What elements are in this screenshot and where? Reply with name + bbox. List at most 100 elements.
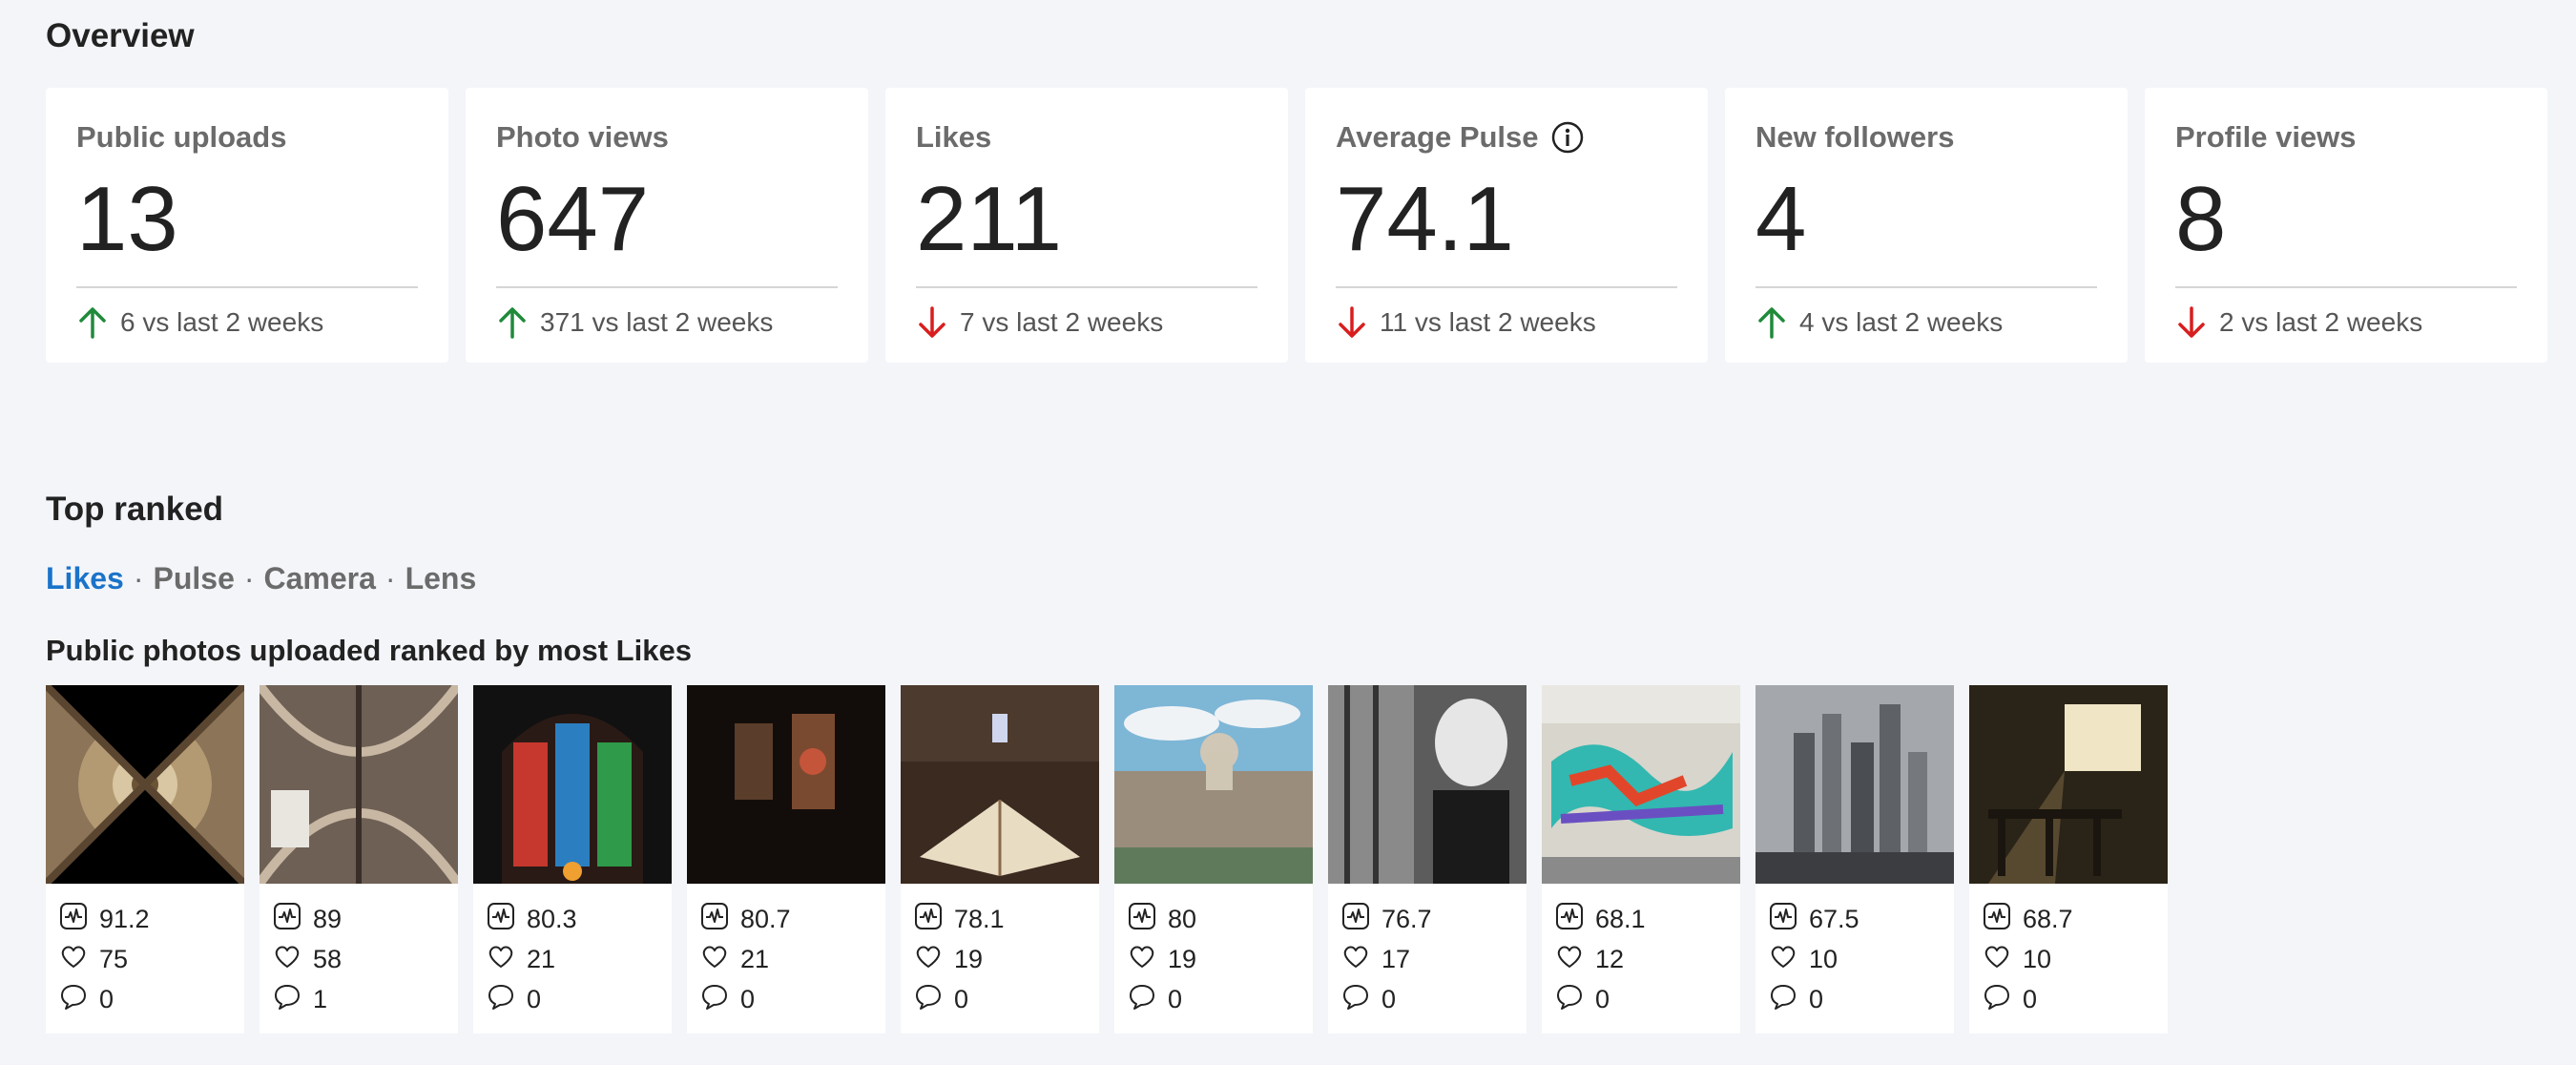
photo-card[interactable]: 76.7 17 0 — [1328, 685, 1527, 1034]
heart-icon — [1983, 942, 2011, 977]
photo-thumbnail[interactable] — [1114, 685, 1313, 884]
photo-thumbnail[interactable] — [687, 685, 885, 884]
photo-card[interactable]: 80.3 21 0 — [473, 685, 672, 1034]
comment-icon — [700, 982, 729, 1017]
heart-icon — [273, 942, 301, 977]
likes-count: 10 — [2023, 945, 2052, 973]
heart-icon — [700, 942, 729, 977]
stat-value: 13 — [76, 168, 178, 270]
divider — [1755, 286, 2097, 288]
pulse-icon — [59, 902, 88, 937]
arrow-down-icon — [1336, 305, 1368, 340]
comments-count: 0 — [1381, 985, 1397, 1013]
stat-card-public-uploads: Public uploads 13 6 vs last 2 weeks — [46, 88, 448, 363]
pulse-icon — [1983, 902, 2011, 937]
pulse-score: 89 — [313, 905, 343, 933]
stat-delta: 4 vs last 2 weeks — [1799, 307, 2004, 337]
divider — [1336, 286, 1677, 288]
stat-card-average-pulse: Average Pulse 74.1 11 vs last 2 weeks — [1305, 88, 1708, 363]
stat-label: Average Pulse — [1336, 120, 1539, 154]
stat-delta: 2 vs last 2 weeks — [2219, 307, 2423, 337]
ranking-tabs: Likes · Pulse · Camera · Lens — [46, 561, 476, 596]
tab-pulse[interactable]: Pulse — [153, 561, 235, 595]
photo-card[interactable]: 68.7 10 0 — [1969, 685, 2168, 1034]
tab-separator: · — [384, 561, 396, 595]
stat-label: Profile views — [2175, 120, 2357, 154]
comments-count: 0 — [954, 985, 969, 1013]
photo-thumbnail[interactable] — [1969, 685, 2168, 884]
heart-icon — [1341, 942, 1370, 977]
likes-count: 19 — [1168, 945, 1197, 973]
pulse-icon — [1555, 902, 1584, 937]
photo-thumbnail[interactable] — [260, 685, 458, 884]
photo-card[interactable]: 89 58 1 — [260, 685, 458, 1034]
photo-card[interactable]: 91.2 75 0 — [46, 685, 244, 1034]
comments-count: 0 — [527, 985, 542, 1013]
photo-grid: 91.2 75 0 89 58 1 80.3 21 0 80.7 21 0 78.1 19 0 80 19 0 76… — [46, 685, 2168, 1034]
stat-label: Public uploads — [76, 120, 287, 154]
pulse-score: 68.7 — [2023, 905, 2073, 933]
comment-icon — [1341, 982, 1370, 1017]
divider — [496, 286, 838, 288]
likes-count: 10 — [1809, 945, 1839, 973]
heart-icon — [1128, 942, 1156, 977]
pulse-score: 78.1 — [954, 905, 1005, 933]
comments-count: 0 — [740, 985, 756, 1013]
heart-icon — [487, 942, 515, 977]
top-ranked-heading: Top ranked — [46, 491, 224, 528]
photo-thumbnail[interactable] — [901, 685, 1099, 884]
comment-icon — [487, 982, 515, 1017]
tab-camera[interactable]: Camera — [263, 561, 376, 595]
divider — [76, 286, 418, 288]
photo-thumbnail[interactable] — [1755, 685, 1954, 884]
photo-thumbnail[interactable] — [473, 685, 672, 884]
pulse-icon — [273, 902, 301, 937]
arrow-up-icon — [1755, 305, 1788, 340]
ranking-subtitle: Public photos uploaded ranked by most Li… — [46, 634, 692, 667]
likes-count: 21 — [740, 945, 770, 973]
pulse-score: 80.7 — [740, 905, 791, 933]
info-icon[interactable] — [1550, 120, 1585, 155]
heart-icon — [59, 942, 88, 977]
stat-label: Photo views — [496, 120, 669, 154]
stat-value: 211 — [916, 168, 1063, 270]
photo-thumbnail[interactable] — [1542, 685, 1740, 884]
pulse-score: 91.2 — [99, 905, 150, 933]
arrow-up-icon — [76, 305, 109, 340]
photo-thumbnail[interactable] — [1328, 685, 1527, 884]
photo-card[interactable]: 80 19 0 — [1114, 685, 1313, 1034]
stat-delta: 7 vs last 2 weeks — [960, 307, 1164, 337]
photo-card[interactable]: 68.1 12 0 — [1542, 685, 1740, 1034]
tab-lens[interactable]: Lens — [405, 561, 477, 595]
stat-value: 4 — [1755, 168, 1807, 270]
photo-thumbnail[interactable] — [46, 685, 244, 884]
comments-count: 0 — [99, 985, 114, 1013]
pulse-score: 67.5 — [1809, 905, 1859, 933]
pulse-icon — [1341, 902, 1370, 937]
arrow-down-icon — [916, 305, 948, 340]
stat-label: Likes — [916, 120, 992, 154]
comments-count: 0 — [1168, 985, 1183, 1013]
comment-icon — [273, 982, 301, 1017]
tab-likes[interactable]: Likes — [46, 561, 124, 595]
pulse-score: 68.1 — [1595, 905, 1646, 933]
photo-card[interactable]: 80.7 21 0 — [687, 685, 885, 1034]
stat-value: 8 — [2175, 168, 2227, 270]
pulse-icon — [1128, 902, 1156, 937]
likes-count: 58 — [313, 945, 343, 973]
photo-card[interactable]: 67.5 10 0 — [1755, 685, 1954, 1034]
pulse-score: 76.7 — [1381, 905, 1432, 933]
pulse-score: 80.3 — [527, 905, 577, 933]
pulse-icon — [700, 902, 729, 937]
arrow-up-icon — [496, 305, 529, 340]
arrow-down-icon — [2175, 305, 2208, 340]
likes-count: 75 — [99, 945, 129, 973]
stat-card-profile-views: Profile views 8 2 vs last 2 weeks — [2145, 88, 2547, 363]
comments-count: 0 — [1809, 985, 1824, 1013]
photo-card[interactable]: 78.1 19 0 — [901, 685, 1099, 1034]
stat-label: New followers — [1755, 120, 1955, 154]
overview-heading: Overview — [46, 17, 195, 54]
stat-value: 74.1 — [1336, 168, 1514, 270]
comment-icon — [59, 982, 88, 1017]
comment-icon — [1555, 982, 1584, 1017]
